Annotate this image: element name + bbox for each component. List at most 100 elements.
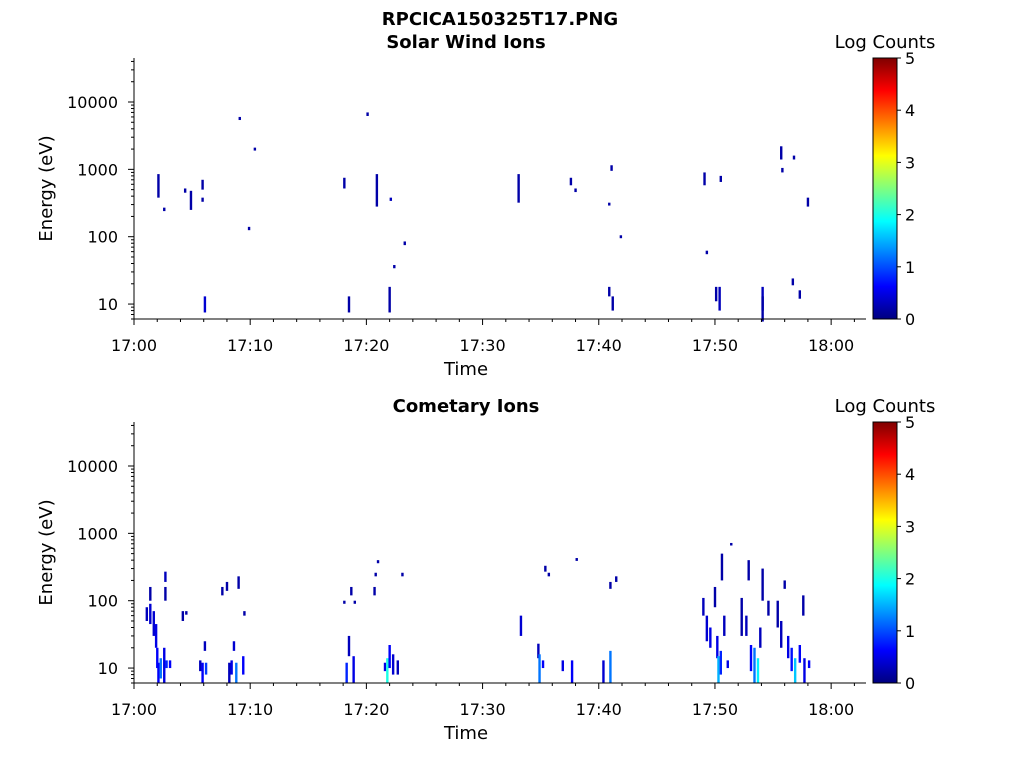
heatmap-cell [517,174,520,203]
heatmap-cells [157,112,810,322]
heatmap-cell [753,647,756,683]
heatmap-cell [225,581,229,591]
heatmap-cell [388,286,391,313]
colorbar-tick-label: 2 [905,206,915,225]
heatmap-cell [149,603,152,625]
heatmap-cell [350,586,353,596]
heatmap-cell [602,660,605,683]
colorbar-tick-label: 4 [905,465,915,484]
heatmap-cell [232,641,236,651]
y-axis-label: Energy (eV) [36,135,57,241]
heatmap-cell [201,197,204,202]
heatmap-cell [609,581,612,589]
heatmap-cell [759,627,762,648]
colorbar-tick-label: 3 [905,517,915,536]
y-tick-label: 10 [98,659,118,678]
heatmap-cell [199,660,202,672]
colorbar-tick-label: 5 [905,49,915,68]
x-tick-label: 17:50 [692,336,738,355]
heatmap-cell [713,586,717,608]
heatmap-cell [709,627,712,648]
heatmap-cell [156,647,159,669]
heatmap-cell [561,660,564,672]
heatmap-cell [780,146,783,160]
heatmap-cell [201,662,204,683]
colorbar [872,421,898,684]
heatmap-cell [164,586,167,601]
heatmap-cell [714,286,718,302]
heatmap-cell [386,658,389,683]
heatmap-cell [343,600,346,604]
heatmap-cell [145,607,149,621]
y-tick-label: 1000 [77,524,118,543]
heatmap-cell [352,656,355,683]
heatmap-cell [608,286,611,297]
heatmap-cell [786,635,790,659]
heatmap-cell [149,586,152,601]
colorbar-tick-label: 2 [905,570,915,589]
heatmap-cell [719,175,722,182]
heatmap-cell [230,660,233,675]
panel-title: Solar Wind Ions [386,32,545,53]
heatmap-cell [164,571,167,582]
heatmap-cell [793,658,797,683]
heatmap-cell [719,650,722,675]
heatmap-cell [237,576,240,589]
heatmap-cell [343,177,346,189]
heatmap-cell [203,641,207,651]
heatmap-cell [152,611,155,636]
heatmap-cell [221,586,224,596]
heatmap-cell [570,660,574,683]
heatmap-cell [165,660,168,669]
heatmap-cell [807,660,811,669]
heatmap-cell [717,656,720,683]
heatmap-cell [189,190,193,210]
heatmap-cell [235,662,238,683]
x-tick-label: 17:40 [576,700,622,719]
x-axis-label: Time [443,723,488,744]
y-tick-label: 10 [98,295,118,314]
heatmap-cell [619,235,623,239]
heatmap-cell [347,296,351,313]
heatmap-cell [376,560,380,564]
heatmap-cell [238,116,241,121]
figure-title: RPCICA150325T17.PNG [382,9,618,30]
heatmap-cell [730,542,733,546]
heatmap-cell [185,611,188,615]
heatmap-cell [608,202,611,206]
heatmap-cell [756,658,760,683]
heatmap-cell [781,167,784,173]
colorbar-tick-label: 0 [905,310,915,329]
heatmap-cell [747,560,750,581]
heatmap-cell [201,179,204,190]
heatmap-cell [780,620,783,648]
heatmap-cell [391,654,395,675]
x-tick-label: 17:10 [227,700,273,719]
heatmap-cell [705,250,709,255]
heatmap-cell [353,600,356,604]
colorbar-tick-label: 1 [905,622,915,641]
heatmap-cell [253,147,257,151]
heatmap-cell [204,662,208,675]
heatmap-cell [163,647,166,683]
heatmap-cell [761,568,764,601]
heatmap-cell [790,647,793,672]
heatmap-cell [373,586,376,596]
colorbar-tick-label: 3 [905,153,915,172]
heatmap-cell [544,565,547,572]
x-tick-label: 17:10 [227,336,273,355]
colorbar-tick-label: 0 [905,674,915,693]
heatmap-cell [157,662,160,683]
y-axis-label: Energy (eV) [36,499,57,605]
heatmap-cell [393,265,396,269]
heatmap-cell [243,611,246,616]
heatmap-cell [375,174,379,207]
heatmap-cell [761,296,764,322]
heatmap-cell [541,660,545,669]
x-tick-label: 17:00 [111,336,157,355]
heatmap-cell [792,155,796,160]
heatmap-cell [611,296,614,311]
